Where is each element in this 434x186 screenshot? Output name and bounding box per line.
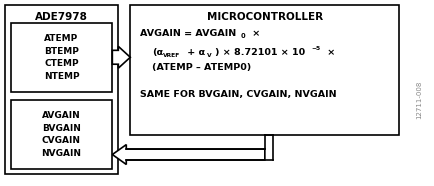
Text: 0: 0 bbox=[240, 33, 245, 39]
Text: 12711-008: 12711-008 bbox=[415, 81, 421, 119]
Polygon shape bbox=[112, 46, 130, 68]
Text: ×: × bbox=[248, 29, 260, 38]
Bar bbox=[11, 23, 112, 92]
Text: AVGAIN
BVGAIN
CVGAIN
NVGAIN: AVGAIN BVGAIN CVGAIN NVGAIN bbox=[41, 111, 81, 158]
Text: + α: + α bbox=[184, 48, 205, 57]
Text: ATEMP
BTEMP
CTEMP
NTEMP: ATEMP BTEMP CTEMP NTEMP bbox=[43, 34, 79, 81]
Text: −5: −5 bbox=[311, 46, 320, 51]
Text: VREF: VREF bbox=[163, 53, 180, 58]
Text: ×: × bbox=[323, 48, 334, 57]
Text: AVGAIN = AVGAIN: AVGAIN = AVGAIN bbox=[140, 29, 236, 38]
Text: MICROCONTROLLER: MICROCONTROLLER bbox=[206, 12, 322, 22]
Text: V: V bbox=[207, 53, 211, 58]
Bar bbox=[11, 100, 112, 169]
Polygon shape bbox=[112, 145, 264, 164]
Text: ) × 8.72101 × 10: ) × 8.72101 × 10 bbox=[214, 48, 304, 57]
Bar bbox=[130, 5, 398, 135]
Text: (α: (α bbox=[152, 48, 163, 57]
Text: SAME FOR BVGAIN, CVGAIN, NVGAIN: SAME FOR BVGAIN, CVGAIN, NVGAIN bbox=[140, 90, 336, 100]
Bar bbox=[5, 5, 118, 174]
Text: (ATEMP – ATEMP0): (ATEMP – ATEMP0) bbox=[152, 63, 251, 72]
Text: ADE7978: ADE7978 bbox=[35, 12, 88, 22]
